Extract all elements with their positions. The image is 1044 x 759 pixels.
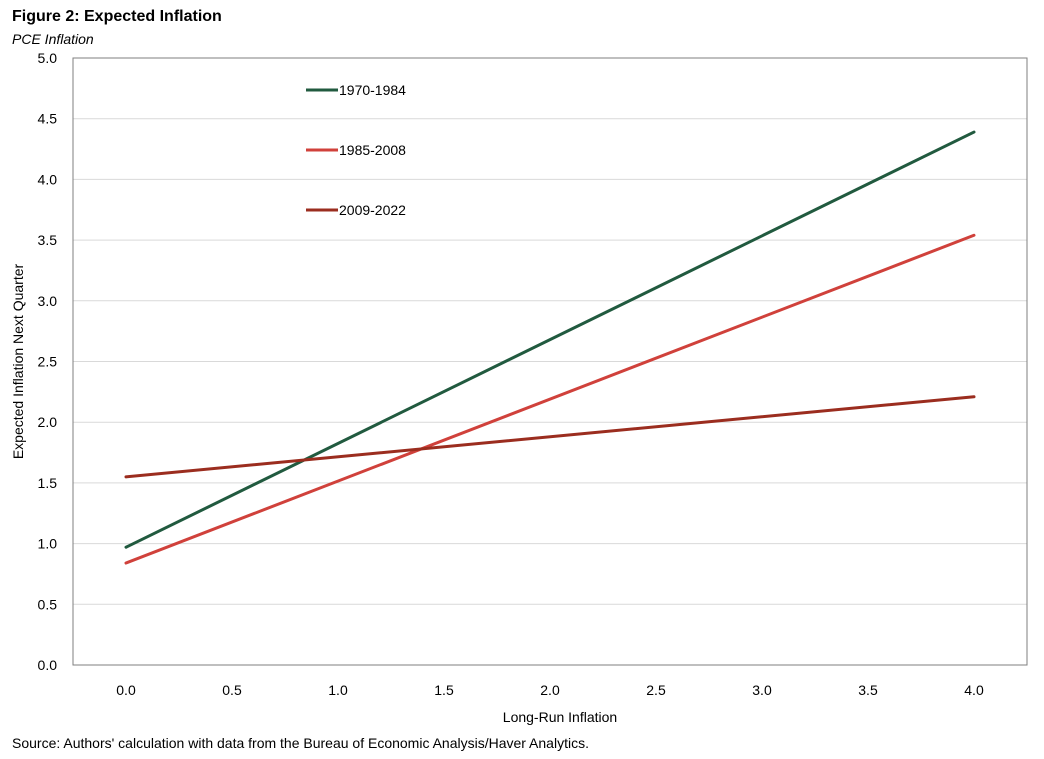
plot-frame: [72, 57, 1028, 666]
grid-lines: [73, 118, 1027, 605]
x-tick-label: 2.0: [540, 682, 560, 698]
series-line-2009-2022: [124, 395, 976, 479]
y-tick-label: 0.0: [38, 657, 58, 673]
x-tick-label: 0.0: [116, 682, 136, 698]
chart-subtitle: PCE Inflation: [12, 31, 94, 47]
y-tick-label: 2.0: [38, 414, 58, 430]
legend-label: 1985-2008: [339, 142, 406, 158]
y-tick-label: 3.0: [38, 293, 58, 309]
x-tick-label: 1.0: [328, 682, 348, 698]
x-axis-label: Long-Run Inflation: [503, 709, 617, 725]
y-tick-label: 4.5: [38, 111, 58, 127]
x-tick-label: 4.0: [964, 682, 984, 698]
chart-title: Figure 2: Expected Inflation: [12, 8, 222, 25]
x-tick-label: 3.5: [858, 682, 878, 698]
y-tick-label: 3.5: [38, 232, 58, 248]
y-tick-label: 4.0: [38, 171, 58, 187]
series-lines: [124, 130, 976, 565]
source-note: Source: Authors' calculation with data f…: [12, 735, 589, 751]
series-line-1970-1984: [124, 130, 976, 549]
y-tick-label: 0.5: [38, 596, 58, 612]
x-tick-label: 2.5: [646, 682, 666, 698]
y-tick-label: 1.5: [38, 475, 58, 491]
x-axis-ticks: 0.0 0.5 1.0 1.5 2.0 2.5 3.0 3.5 4.0: [116, 682, 984, 698]
legend: 1970-1984 1985-2008 2009-2022: [306, 82, 406, 218]
x-tick-label: 1.5: [434, 682, 454, 698]
y-axis-ticks: 0.0 0.5 1.0 1.5 2.0 2.5 3.0 3.5 4.0 4.5 5.0: [38, 50, 58, 673]
y-tick-label: 1.0: [38, 536, 58, 552]
y-tick-label: 5.0: [38, 50, 58, 66]
legend-label: 2009-2022: [339, 202, 406, 218]
x-tick-label: 3.0: [752, 682, 772, 698]
legend-label: 1970-1984: [339, 82, 406, 98]
y-axis-label: Expected Inflation Next Quarter: [10, 264, 26, 460]
series-line-1985-2008: [124, 233, 976, 565]
y-tick-label: 2.5: [38, 354, 58, 370]
x-tick-label: 0.5: [222, 682, 242, 698]
